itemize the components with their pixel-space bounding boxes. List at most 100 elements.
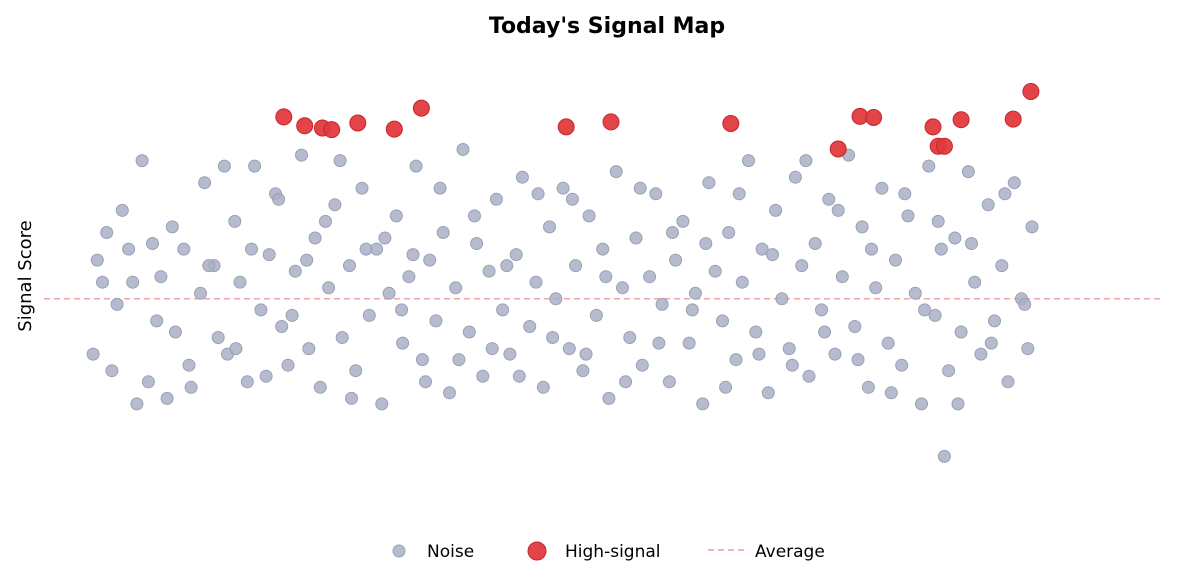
high-signal-point — [296, 117, 314, 135]
noise-point — [569, 259, 583, 273]
noise-point — [918, 303, 932, 317]
noise-point — [565, 192, 579, 206]
noise-point — [831, 203, 845, 217]
noise-point — [141, 375, 155, 389]
noise-point — [345, 391, 358, 405]
noise-point — [433, 181, 447, 195]
high-signal-point — [924, 118, 942, 136]
noise-point — [285, 308, 299, 322]
noise-point — [476, 369, 490, 383]
legend-noise-marker — [392, 544, 406, 558]
noise-point — [259, 369, 273, 383]
noise-point — [154, 270, 168, 284]
noise-point — [300, 253, 314, 267]
noise-point — [229, 342, 243, 356]
noise-point — [248, 159, 262, 173]
noise-point — [184, 380, 198, 394]
noise-point — [1007, 176, 1021, 190]
noise-point — [349, 364, 363, 378]
noise-point — [396, 336, 410, 350]
noise-point — [716, 314, 729, 328]
noise-point — [915, 397, 928, 411]
noise-point — [468, 209, 481, 223]
noise-point — [623, 331, 637, 344]
noise-point — [855, 220, 869, 234]
noise-point — [1001, 375, 1015, 389]
noise-point — [100, 226, 114, 239]
noise-point — [865, 242, 878, 256]
noise-point — [616, 281, 629, 295]
noise-point — [96, 275, 109, 289]
noise-point — [549, 292, 563, 306]
noise-point — [302, 342, 316, 356]
high-signal-point — [1022, 83, 1040, 100]
noise-point — [485, 342, 499, 356]
high-signal-point — [557, 118, 575, 136]
noise-point — [988, 314, 1001, 328]
noise-point — [749, 325, 763, 339]
noise-points — [86, 143, 1039, 463]
noise-point — [795, 259, 809, 273]
noise-point — [115, 203, 129, 217]
noise-point — [898, 187, 912, 201]
noise-point — [228, 214, 242, 228]
noise-point — [496, 303, 510, 317]
noise-point — [168, 325, 182, 339]
noise-point — [546, 331, 560, 344]
noise-point — [802, 369, 816, 383]
noise-point — [515, 170, 529, 184]
noise-point — [998, 187, 1012, 201]
noise-point — [512, 369, 526, 383]
noise-point — [602, 391, 616, 405]
noise-point — [198, 176, 212, 190]
noise-point — [262, 248, 276, 262]
noise-point — [272, 192, 286, 206]
noise-point — [981, 198, 995, 212]
noise-point — [343, 259, 356, 273]
noise-point — [150, 314, 164, 328]
noise-point — [105, 364, 119, 378]
high-signal-point — [602, 113, 620, 131]
noise-point — [633, 181, 647, 195]
noise-point — [729, 353, 743, 367]
noise-point — [165, 220, 179, 234]
noise-point — [895, 358, 909, 372]
noise-point — [649, 187, 663, 201]
noise-point — [576, 364, 590, 378]
noise-point — [233, 275, 247, 289]
noise-point — [462, 325, 476, 339]
noise-point — [702, 176, 716, 190]
noise-point — [761, 386, 775, 400]
noise-point — [937, 449, 951, 463]
high-signal-point — [349, 114, 367, 132]
noise-point — [609, 165, 623, 179]
noise-point — [531, 187, 545, 201]
noise-point — [536, 380, 550, 394]
high-signal-point — [722, 115, 740, 132]
noise-point — [808, 237, 822, 250]
noise-point — [722, 226, 736, 239]
noise-point — [240, 375, 254, 389]
noise-point — [732, 187, 746, 201]
noise-point — [308, 231, 322, 245]
noise-point — [884, 386, 898, 400]
noise-point — [182, 358, 196, 372]
noise-point — [313, 380, 327, 394]
noise-point — [1018, 297, 1032, 311]
noise-point — [696, 397, 710, 411]
noise-point — [655, 297, 669, 311]
noise-point — [375, 397, 389, 411]
noise-point — [126, 275, 140, 289]
noise-point — [931, 214, 945, 228]
noise-point — [429, 314, 443, 328]
noise-point — [951, 397, 965, 411]
noise-point — [782, 342, 796, 356]
noise-point — [875, 181, 889, 195]
noise-point — [423, 253, 437, 267]
noise-point — [708, 264, 722, 278]
noise-point — [556, 181, 570, 195]
noise-point — [362, 308, 376, 322]
noise-point — [968, 275, 982, 289]
legend-noise-label: Noise — [427, 542, 474, 562]
